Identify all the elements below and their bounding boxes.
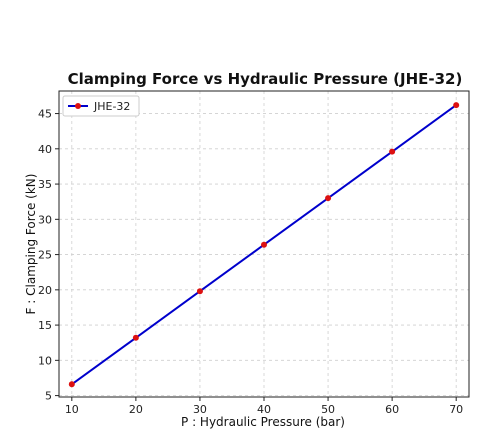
x-tick-label: 60: [385, 403, 399, 416]
x-tick-label: 20: [129, 403, 143, 416]
data-point: [389, 148, 396, 155]
data-point: [453, 102, 460, 109]
x-tick-label: 40: [257, 403, 271, 416]
legend-label: JHE-32: [93, 100, 130, 113]
data-point: [132, 334, 139, 341]
series: [68, 102, 460, 388]
data-point: [196, 288, 203, 295]
x-tick-label: 10: [65, 403, 79, 416]
y-axis: 5 10 15 20 25 30 35 40 45: [38, 108, 59, 403]
y-tick-label: 30: [38, 213, 52, 226]
data-point: [261, 241, 267, 248]
data-point: [325, 195, 332, 202]
grid: [59, 91, 469, 397]
chart-title: Clamping Force vs Hydraulic Pressure (JH…: [68, 70, 463, 88]
data-point: [68, 381, 75, 388]
legend-marker-swatch: [75, 103, 81, 109]
y-axis-label: F : Clamping Force (kN): [24, 174, 38, 315]
y-tick-label: 25: [38, 249, 52, 262]
x-axis: 10 20 30 40 50 60 70: [65, 397, 463, 416]
y-tick-label: 15: [38, 319, 52, 332]
y-tick-label: 40: [38, 143, 52, 156]
x-tick-label: 70: [449, 403, 463, 416]
y-tick-label: 5: [45, 390, 52, 403]
y-tick-label: 20: [38, 284, 52, 297]
y-tick-label: 35: [38, 178, 52, 191]
x-tick-label: 30: [193, 403, 207, 416]
y-tick-label: 10: [38, 354, 52, 367]
y-tick-label: 45: [38, 108, 52, 121]
x-axis-label: P : Hydraulic Pressure (bar): [181, 415, 345, 429]
legend: JHE-32: [62, 95, 140, 117]
legend-box: [62, 95, 140, 117]
x-tick-label: 50: [321, 403, 335, 416]
